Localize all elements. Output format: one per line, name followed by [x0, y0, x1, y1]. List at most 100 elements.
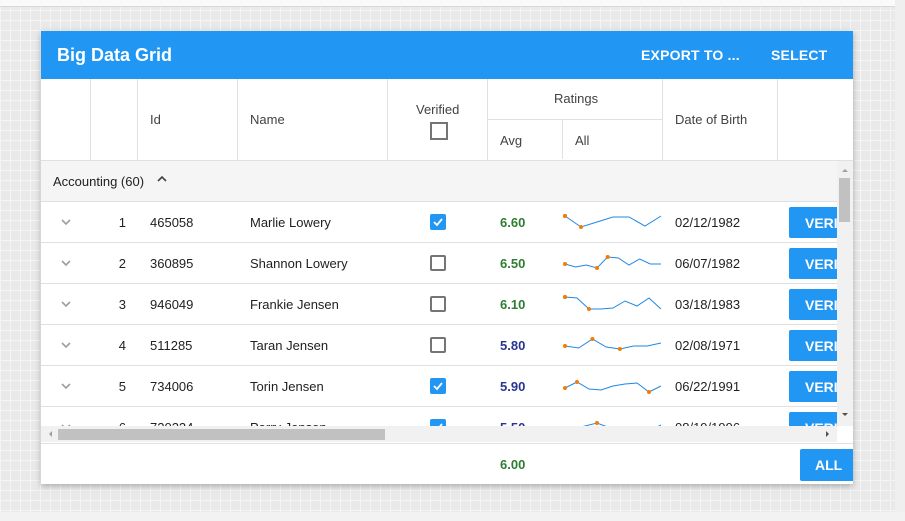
header-name-label: Name — [250, 112, 285, 127]
horizontal-scroll-thumb[interactable] — [58, 429, 385, 440]
header-id[interactable]: Id — [138, 79, 238, 160]
sparkline-marker — [590, 337, 595, 341]
verify-button[interactable]: VERI — [789, 330, 837, 361]
rating-sparkline — [563, 337, 662, 351]
check-icon — [433, 218, 443, 227]
name-cell: Torin Jensen — [250, 379, 324, 394]
header-all[interactable]: All — [563, 119, 663, 159]
sparkline-marker — [587, 307, 591, 311]
row-number: 5 — [118, 379, 126, 394]
verified-checkbox[interactable] — [430, 255, 446, 271]
id-cell: 946049 — [150, 297, 194, 312]
header-all-label: All — [575, 133, 590, 148]
sparkline-marker — [575, 380, 579, 384]
avg-rating: 6.50 — [500, 256, 526, 271]
header-ratings: Ratings Avg All — [488, 79, 663, 160]
table-row[interactable]: 1 465058 Marlie Lowery 6.60 02/12/1982 VERI — [41, 202, 837, 243]
dob-cell: 06/22/1991 — [675, 379, 741, 394]
verified-checkbox[interactable] — [430, 337, 446, 353]
select-button[interactable]: SELECT — [771, 47, 828, 63]
dob-cell: 02/08/1971 — [675, 338, 741, 353]
scroll-up-icon[interactable] — [837, 163, 853, 177]
verify-button[interactable]: VERI — [789, 207, 837, 238]
name-cell: Shannon Lowery — [250, 256, 348, 271]
sparkline-marker — [563, 262, 567, 266]
rating-sparkline — [563, 295, 662, 311]
header-action-cell — [778, 79, 853, 160]
table-row[interactable]: 3 946049 Frankie Jensen 6.10 03/18/1983 VERI — [41, 284, 837, 325]
vertical-scroll-thumb[interactable] — [839, 178, 850, 222]
vertical-scrollbar[interactable] — [837, 161, 853, 426]
header-dob-label: Date of Birth — [675, 112, 748, 127]
export-button[interactable]: EXPORT TO ... — [641, 47, 740, 63]
table-row[interactable]: 6 720224 Parry Jensen 5.50 08/19/1996 VERI — [41, 407, 837, 426]
all-button[interactable]: ALL — [800, 449, 853, 481]
table-row[interactable]: 5 734006 Torin Jensen 5.90 06/22/1991 VERI — [41, 366, 837, 407]
page-edge — [895, 0, 905, 521]
sparkline-marker — [647, 390, 651, 394]
chevron-down-icon[interactable] — [59, 215, 73, 229]
rating-sparkline — [563, 214, 662, 229]
chevron-down-icon[interactable] — [59, 338, 73, 352]
id-cell: 734006 — [150, 379, 194, 394]
verify-button[interactable]: VERI — [789, 412, 837, 426]
avg-rating: 6.10 — [500, 297, 526, 312]
footer-avg: 6.00 — [500, 457, 526, 472]
sparkline-marker — [617, 347, 622, 351]
header-dob[interactable]: Date of Birth — [663, 79, 778, 160]
horizontal-scrollbar[interactable] — [41, 426, 837, 442]
chevron-up-icon[interactable] — [155, 172, 169, 186]
row-number: 6 — [91, 420, 126, 426]
sparkline-marker — [563, 344, 567, 348]
scroll-right-icon[interactable] — [821, 427, 835, 441]
sparkline-path — [564, 381, 662, 393]
scroll-down-icon[interactable] — [837, 408, 853, 422]
id-cell: 720224 — [150, 420, 193, 426]
rating-sparkline — [563, 255, 661, 270]
header-avg[interactable]: Avg — [488, 119, 563, 159]
header-name[interactable]: Name — [238, 79, 388, 160]
sparkline-path — [564, 215, 662, 228]
scroll-left-icon[interactable] — [43, 427, 57, 441]
id-cell: 360895 — [150, 256, 194, 271]
avg-rating: 6.60 — [500, 215, 526, 230]
group-row[interactable]: Accounting (60) — [41, 161, 837, 202]
group-label: Accounting (60) — [53, 174, 145, 189]
id-cell: 511285 — [150, 338, 193, 353]
chevron-down-icon[interactable] — [59, 256, 73, 270]
sparkline-path — [564, 296, 662, 310]
name-cell: Taran Jensen — [250, 338, 329, 353]
chevron-down-icon[interactable] — [59, 297, 73, 311]
header-verified-label: Verified — [416, 102, 460, 117]
name-cell: Marlie Lowery — [250, 215, 331, 230]
top-band — [0, 0, 905, 7]
verified-checkbox[interactable] — [430, 419, 446, 426]
sparkline-marker — [563, 214, 567, 218]
sparkline-marker — [605, 255, 610, 259]
dob-cell: 03/18/1983 — [675, 297, 741, 312]
verify-button[interactable]: VERI — [789, 289, 837, 320]
header-id-label: Id — [150, 112, 161, 127]
chevron-down-icon[interactable] — [59, 379, 73, 393]
header-expander-cell — [41, 79, 91, 160]
avg-rating: 5.90 — [500, 379, 526, 394]
sparkline-path — [564, 256, 661, 269]
row-number: 3 — [118, 297, 126, 312]
table-row[interactable]: 4 511285 Taran Jensen 5.80 02/08/1971 VERI — [41, 325, 837, 366]
verify-button[interactable]: VERI — [789, 248, 837, 279]
verified-checkbox[interactable] — [430, 378, 446, 394]
grid-toolbar: Big Data Grid EXPORT TO ... SELECT — [41, 31, 853, 79]
dob-cell: 06/07/1982 — [675, 256, 741, 271]
verify-button[interactable]: VERI — [789, 371, 837, 402]
verified-checkbox[interactable] — [430, 296, 446, 312]
grid-title: Big Data Grid — [57, 45, 173, 65]
select-all-checkbox[interactable] — [430, 122, 448, 140]
check-icon — [433, 382, 443, 391]
table-row[interactable]: 2 360895 Shannon Lowery 6.50 06/07/1982 VERI — [41, 243, 837, 284]
id-cell: 465058 — [150, 215, 194, 230]
rating-sparkline — [563, 380, 662, 394]
header-ratings-label: Ratings — [554, 91, 599, 106]
sparkline-marker — [563, 295, 567, 299]
verified-checkbox[interactable] — [430, 214, 446, 230]
header-verified: Verified — [388, 79, 488, 160]
